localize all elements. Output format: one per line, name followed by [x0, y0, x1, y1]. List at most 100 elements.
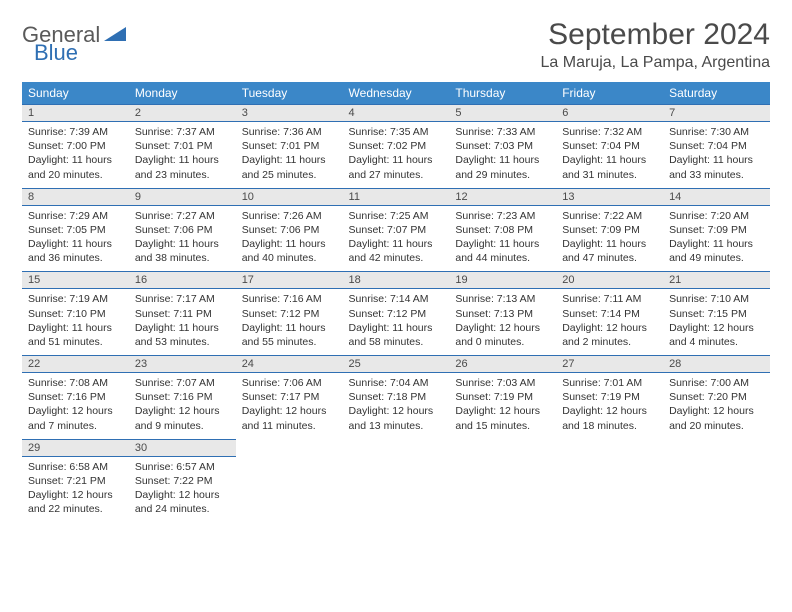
daylight-text-2: and 40 minutes. — [242, 251, 337, 265]
day-body-cell: Sunrise: 6:57 AMSunset: 7:22 PMDaylight:… — [129, 456, 236, 522]
daylight-text-1: Daylight: 12 hours — [135, 404, 230, 418]
daylight-text-2: and 49 minutes. — [669, 251, 764, 265]
title-block: September 2024 La Maruja, La Pampa, Arge… — [541, 18, 770, 72]
day-body-cell: Sunrise: 7:03 AMSunset: 7:19 PMDaylight:… — [449, 373, 556, 440]
weekday-header: Thursday — [449, 82, 556, 105]
day-number-cell: 17 — [236, 272, 343, 289]
day-number-cell: 30 — [129, 439, 236, 456]
sunrise-text: Sunrise: 6:57 AM — [135, 460, 230, 474]
day-body-cell: Sunrise: 7:08 AMSunset: 7:16 PMDaylight:… — [22, 373, 129, 440]
sunset-text: Sunset: 7:02 PM — [349, 139, 444, 153]
day-body-cell — [236, 456, 343, 522]
sunset-text: Sunset: 7:08 PM — [455, 223, 550, 237]
calendar-table: SundayMondayTuesdayWednesdayThursdayFrid… — [22, 82, 770, 522]
day-body-cell: Sunrise: 7:39 AMSunset: 7:00 PMDaylight:… — [22, 122, 129, 189]
sunrise-text: Sunrise: 7:06 AM — [242, 376, 337, 390]
weekday-header: Tuesday — [236, 82, 343, 105]
daylight-text-1: Daylight: 11 hours — [135, 321, 230, 335]
day-body-cell — [663, 456, 770, 522]
day-body-cell — [556, 456, 663, 522]
sunset-text: Sunset: 7:12 PM — [349, 307, 444, 321]
day-body-cell: Sunrise: 7:29 AMSunset: 7:05 PMDaylight:… — [22, 205, 129, 272]
daylight-text-1: Daylight: 11 hours — [28, 153, 123, 167]
day-body-cell: Sunrise: 7:27 AMSunset: 7:06 PMDaylight:… — [129, 205, 236, 272]
sunset-text: Sunset: 7:15 PM — [669, 307, 764, 321]
day-body-cell: Sunrise: 7:35 AMSunset: 7:02 PMDaylight:… — [343, 122, 450, 189]
weekday-header: Friday — [556, 82, 663, 105]
header: General September 2024 La Maruja, La Pam… — [22, 18, 770, 72]
sunset-text: Sunset: 7:22 PM — [135, 474, 230, 488]
sunset-text: Sunset: 7:10 PM — [28, 307, 123, 321]
daylight-text-1: Daylight: 11 hours — [349, 321, 444, 335]
daylight-text-1: Daylight: 11 hours — [242, 237, 337, 251]
sunrise-text: Sunrise: 7:25 AM — [349, 209, 444, 223]
daylight-text-2: and 33 minutes. — [669, 168, 764, 182]
sunset-text: Sunset: 7:09 PM — [562, 223, 657, 237]
sunrise-text: Sunrise: 7:32 AM — [562, 125, 657, 139]
day-body-cell: Sunrise: 7:11 AMSunset: 7:14 PMDaylight:… — [556, 289, 663, 356]
sunset-text: Sunset: 7:04 PM — [669, 139, 764, 153]
day-body-row: Sunrise: 7:19 AMSunset: 7:10 PMDaylight:… — [22, 289, 770, 356]
day-number-cell: 28 — [663, 356, 770, 373]
day-number-cell — [663, 439, 770, 456]
daylight-text-2: and 51 minutes. — [28, 335, 123, 349]
daylight-text-1: Daylight: 12 hours — [242, 404, 337, 418]
weekday-header: Wednesday — [343, 82, 450, 105]
daylight-text-2: and 24 minutes. — [135, 502, 230, 516]
daylight-text-1: Daylight: 11 hours — [242, 321, 337, 335]
day-number-cell: 9 — [129, 188, 236, 205]
sunrise-text: Sunrise: 7:10 AM — [669, 292, 764, 306]
daylight-text-2: and 36 minutes. — [28, 251, 123, 265]
daylight-text-1: Daylight: 12 hours — [669, 321, 764, 335]
daylight-text-2: and 23 minutes. — [135, 168, 230, 182]
daylight-text-1: Daylight: 12 hours — [562, 321, 657, 335]
sunset-text: Sunset: 7:05 PM — [28, 223, 123, 237]
day-body-cell: Sunrise: 7:23 AMSunset: 7:08 PMDaylight:… — [449, 205, 556, 272]
month-title: September 2024 — [541, 18, 770, 52]
sunset-text: Sunset: 7:17 PM — [242, 390, 337, 404]
daylight-text-1: Daylight: 11 hours — [455, 153, 550, 167]
day-number-cell: 13 — [556, 188, 663, 205]
sunset-text: Sunset: 7:00 PM — [28, 139, 123, 153]
day-number-cell: 7 — [663, 105, 770, 122]
daylight-text-1: Daylight: 11 hours — [242, 153, 337, 167]
day-number-cell: 26 — [449, 356, 556, 373]
sunrise-text: Sunrise: 7:14 AM — [349, 292, 444, 306]
daylight-text-2: and 18 minutes. — [562, 419, 657, 433]
sunrise-text: Sunrise: 7:13 AM — [455, 292, 550, 306]
daylight-text-2: and 38 minutes. — [135, 251, 230, 265]
day-number-row: 1234567 — [22, 105, 770, 122]
sunrise-text: Sunrise: 7:27 AM — [135, 209, 230, 223]
daylight-text-1: Daylight: 11 hours — [349, 153, 444, 167]
sunset-text: Sunset: 7:01 PM — [135, 139, 230, 153]
day-number-cell: 4 — [343, 105, 450, 122]
daylight-text-2: and 42 minutes. — [349, 251, 444, 265]
day-number-cell: 2 — [129, 105, 236, 122]
day-body-cell: Sunrise: 7:36 AMSunset: 7:01 PMDaylight:… — [236, 122, 343, 189]
day-number-cell — [556, 439, 663, 456]
daylight-text-2: and 11 minutes. — [242, 419, 337, 433]
day-number-cell: 25 — [343, 356, 450, 373]
sunrise-text: Sunrise: 7:04 AM — [349, 376, 444, 390]
day-body-cell: Sunrise: 7:10 AMSunset: 7:15 PMDaylight:… — [663, 289, 770, 356]
sunset-text: Sunset: 7:01 PM — [242, 139, 337, 153]
daylight-text-1: Daylight: 11 hours — [455, 237, 550, 251]
day-body-row: Sunrise: 7:08 AMSunset: 7:16 PMDaylight:… — [22, 373, 770, 440]
daylight-text-2: and 31 minutes. — [562, 168, 657, 182]
sunrise-text: Sunrise: 7:03 AM — [455, 376, 550, 390]
sunset-text: Sunset: 7:06 PM — [242, 223, 337, 237]
daylight-text-1: Daylight: 12 hours — [669, 404, 764, 418]
daylight-text-2: and 22 minutes. — [28, 502, 123, 516]
day-number-cell — [449, 439, 556, 456]
daylight-text-1: Daylight: 11 hours — [349, 237, 444, 251]
day-number-cell: 29 — [22, 439, 129, 456]
sunrise-text: Sunrise: 7:37 AM — [135, 125, 230, 139]
location-text: La Maruja, La Pampa, Argentina — [541, 54, 770, 72]
daylight-text-1: Daylight: 12 hours — [135, 488, 230, 502]
sunrise-text: Sunrise: 7:17 AM — [135, 292, 230, 306]
sunrise-text: Sunrise: 7:26 AM — [242, 209, 337, 223]
day-body-cell: Sunrise: 7:13 AMSunset: 7:13 PMDaylight:… — [449, 289, 556, 356]
weekday-header: Saturday — [663, 82, 770, 105]
daylight-text-2: and 58 minutes. — [349, 335, 444, 349]
sunset-text: Sunset: 7:19 PM — [562, 390, 657, 404]
